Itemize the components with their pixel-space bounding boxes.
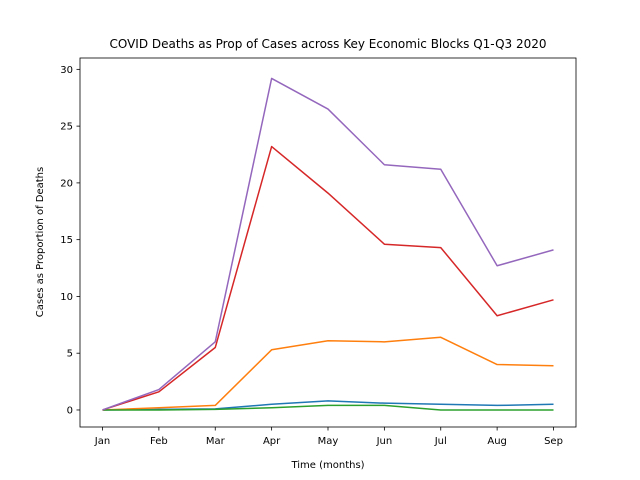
x-tick-label: Feb (150, 436, 168, 447)
y-tick-label: 5 (67, 349, 73, 360)
x-tick-label: Jan (94, 436, 110, 447)
x-axis-label: Time (months) (290, 460, 364, 471)
series-layer (102, 77, 554, 411)
y-tick-label: 30 (60, 65, 73, 76)
y-axis-label: Cases as Proportion of Deaths (35, 167, 46, 317)
y-tick-label: 0 (67, 405, 73, 416)
y-tick-label: 10 (60, 292, 73, 303)
y-tick-label: 20 (60, 178, 73, 189)
x-tick-label: Aug (487, 436, 507, 447)
series-line-5 (102, 77, 554, 411)
x-tick-label: Sep (544, 436, 563, 447)
x-tick-label: Jul (434, 436, 447, 447)
series-line-3 (102, 404, 554, 411)
plot-frame (79, 57, 577, 428)
y-axis: 0 5 10 15 20 25 30 (60, 65, 80, 416)
x-tick-label: May (318, 436, 339, 447)
chart-title: COVID Deaths as Prop of Cases across Key… (109, 37, 546, 51)
x-axis: Jan Feb Mar Apr May Jun Jul Aug Sep (94, 427, 563, 447)
y-tick-label: 15 (60, 235, 73, 246)
x-tick-label: Mar (206, 436, 226, 447)
series-line-2 (102, 336, 554, 411)
x-tick-label: Jun (376, 436, 393, 447)
y-tick-label: 25 (60, 122, 73, 133)
x-tick-label: Apr (263, 436, 281, 447)
series-line-4 (102, 145, 554, 411)
